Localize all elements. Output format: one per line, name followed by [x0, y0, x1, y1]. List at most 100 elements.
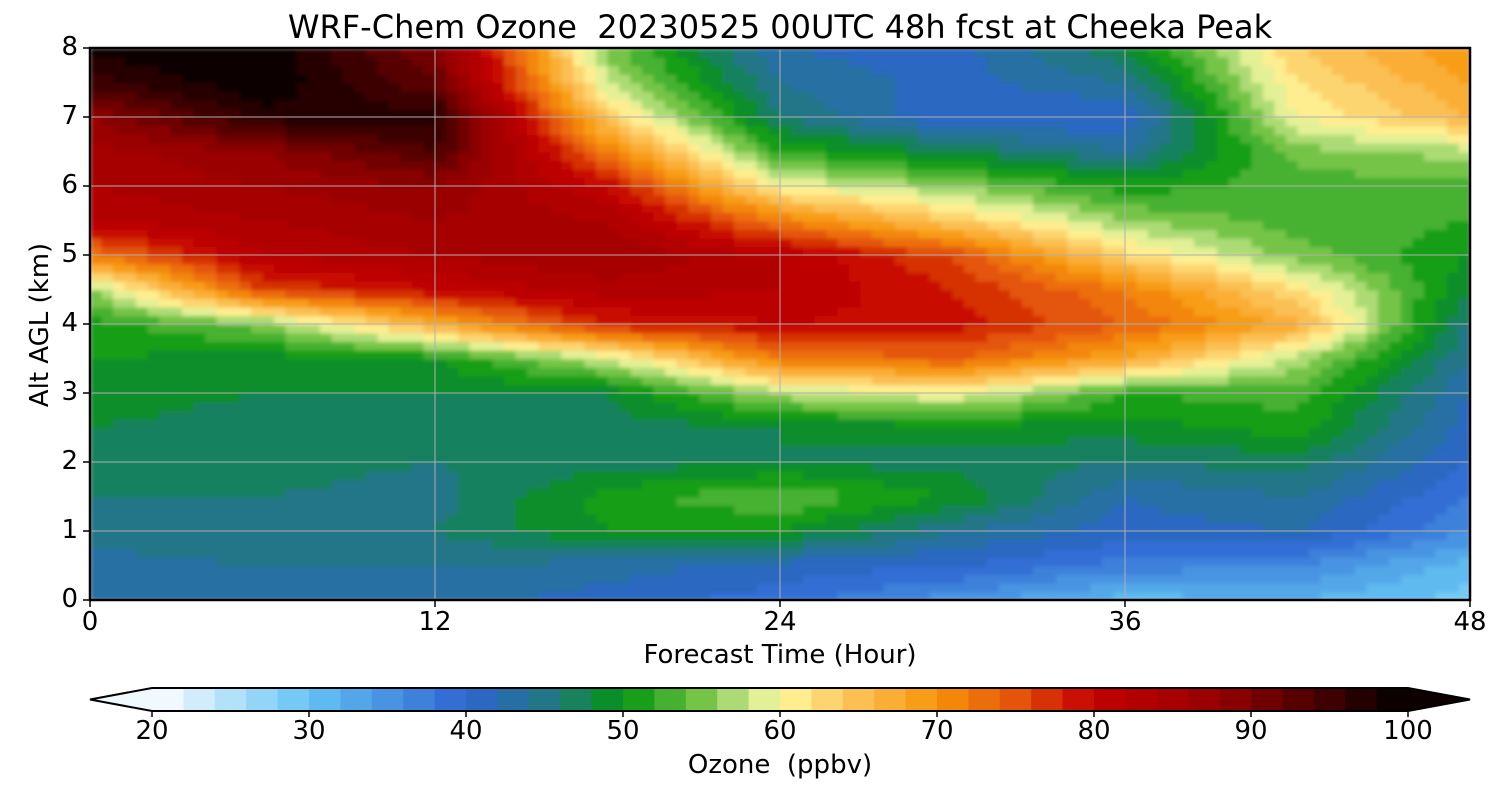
heatmap-cell	[458, 255, 471, 265]
heatmap-cell	[1033, 487, 1046, 498]
heatmap-cell	[366, 315, 379, 325]
heatmap-cell	[538, 444, 551, 455]
heatmap-cell	[1240, 556, 1253, 567]
heatmap-cell	[1263, 522, 1276, 532]
heatmap-cell	[1079, 436, 1092, 446]
heatmap-cell	[619, 255, 632, 265]
heatmap-cell	[975, 263, 988, 274]
heatmap-cell	[412, 548, 425, 558]
heatmap-cell	[676, 237, 689, 248]
heatmap-cell	[780, 298, 793, 308]
heatmap-cell	[1320, 444, 1333, 455]
heatmap-cell	[699, 505, 712, 515]
heatmap-cell	[1274, 410, 1287, 420]
heatmap-cell	[205, 358, 218, 368]
heatmap-cell	[1412, 565, 1425, 575]
heatmap-cell	[653, 298, 666, 308]
heatmap-cell	[964, 548, 977, 558]
heatmap-cell	[550, 358, 563, 368]
heatmap-cell	[987, 306, 1000, 317]
heatmap-cell	[768, 470, 781, 481]
heatmap-cell	[1378, 341, 1391, 351]
heatmap-cell	[550, 246, 563, 256]
heatmap-cell	[607, 470, 620, 481]
heatmap-cell	[734, 418, 747, 429]
heatmap-cell	[1447, 272, 1460, 282]
heatmap-cell	[1424, 513, 1437, 524]
heatmap-cell	[377, 574, 390, 584]
heatmap-cell	[1378, 453, 1391, 463]
heatmap-cell	[1021, 496, 1034, 506]
heatmap-cell	[458, 306, 471, 317]
heatmap-cell	[791, 384, 804, 394]
heatmap-cell	[1182, 298, 1195, 308]
heatmap-cell	[320, 556, 333, 567]
heatmap-cell	[584, 246, 597, 256]
heatmap-cell	[745, 565, 758, 575]
heatmap-cell	[872, 556, 885, 567]
heatmap-cell	[297, 496, 310, 506]
heatmap-cell	[734, 255, 747, 265]
heatmap-cell	[722, 479, 735, 489]
heatmap-cell	[1125, 462, 1138, 472]
heatmap-cell	[481, 401, 494, 412]
heatmap-cell	[274, 367, 287, 377]
heatmap-cell	[665, 375, 678, 386]
heatmap-cell	[1297, 505, 1310, 515]
heatmap-cell	[182, 280, 195, 291]
heatmap-cell	[262, 531, 275, 541]
heatmap-cell	[469, 393, 482, 403]
heatmap-cell	[1320, 384, 1333, 394]
heatmap-cell	[101, 505, 114, 515]
heatmap-cell	[860, 453, 873, 463]
heatmap-cell	[872, 237, 885, 248]
heatmap-cell	[837, 436, 850, 446]
heatmap-cell	[515, 384, 528, 394]
heatmap-cell	[343, 487, 356, 498]
heatmap-cell	[803, 410, 816, 420]
heatmap-cell	[1228, 487, 1241, 498]
heatmap-cell	[1217, 436, 1230, 446]
heatmap-cell	[711, 367, 724, 377]
heatmap-cell	[216, 444, 229, 455]
heatmap-cell	[1228, 401, 1241, 412]
heatmap-cell	[550, 237, 563, 248]
heatmap-cell	[768, 453, 781, 463]
heatmap-cell	[849, 565, 862, 575]
heatmap-cell	[849, 513, 862, 524]
heatmap-cell	[515, 298, 528, 308]
heatmap-cell	[1125, 280, 1138, 291]
heatmap-cell	[228, 289, 241, 299]
heatmap-cell	[573, 375, 586, 386]
heatmap-cell	[849, 496, 862, 506]
heatmap-cell	[193, 444, 206, 455]
heatmap-cell	[251, 410, 264, 420]
heatmap-cell	[1217, 418, 1230, 429]
heatmap-cell	[1136, 280, 1149, 291]
heatmap-cell	[1309, 349, 1322, 360]
heatmap-cell	[676, 324, 689, 334]
heatmap-cell	[584, 375, 597, 386]
heatmap-cell	[1401, 436, 1414, 446]
heatmap-cell	[412, 479, 425, 489]
heatmap-cell	[803, 548, 816, 558]
heatmap-cell	[159, 237, 172, 248]
heatmap-cell	[297, 263, 310, 274]
heatmap-cell	[205, 505, 218, 515]
heatmap-cell	[929, 427, 942, 437]
heatmap-cell	[918, 565, 931, 575]
heatmap-cell	[377, 401, 390, 412]
heatmap-cell	[929, 324, 942, 334]
heatmap-cell	[481, 496, 494, 506]
heatmap-cell	[239, 462, 252, 472]
heatmap-cell	[1286, 315, 1299, 325]
heatmap-cell	[607, 444, 620, 455]
heatmap-cell	[113, 237, 126, 248]
heatmap-cell	[906, 574, 919, 584]
heatmap-cell	[1021, 453, 1034, 463]
heatmap-cell	[492, 298, 505, 308]
heatmap-cell	[952, 505, 965, 515]
heatmap-cell	[561, 298, 574, 308]
heatmap-cell	[228, 401, 241, 412]
heatmap-cell	[1194, 574, 1207, 584]
